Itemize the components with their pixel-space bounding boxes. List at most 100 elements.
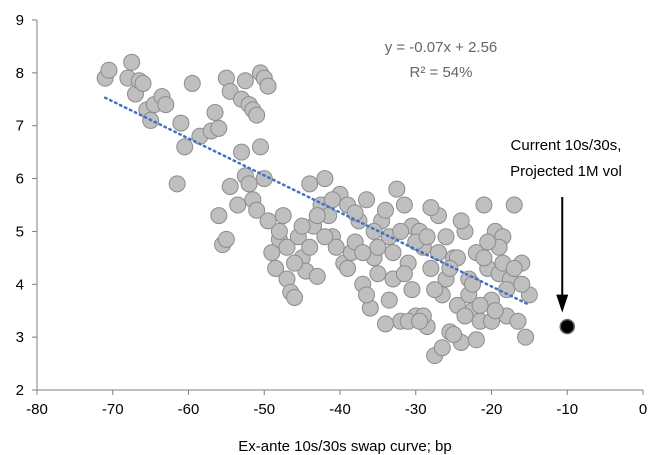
data-point (323, 191, 341, 209)
data-point (176, 138, 194, 156)
data-point (301, 238, 319, 256)
data-point (134, 74, 152, 92)
data-point (509, 312, 527, 330)
data-point (210, 207, 228, 225)
y-axis-ticks: 2 3 4 5 6 7 8 9 (16, 12, 37, 399)
data-point (172, 114, 190, 132)
x-tick-label: -40 (329, 401, 351, 418)
data-point (255, 170, 273, 188)
data-point (411, 312, 429, 330)
scatter-points (96, 53, 538, 365)
data-point (486, 302, 504, 320)
data-point (346, 204, 364, 222)
y-tick-label: 7 (16, 118, 24, 135)
annotation-arrowhead (556, 294, 569, 313)
data-point (248, 106, 266, 124)
data-point (456, 307, 474, 325)
data-point (210, 119, 228, 137)
data-point (316, 170, 334, 188)
x-tick-label: -10 (556, 401, 578, 418)
data-point (505, 259, 523, 277)
data-point (395, 265, 413, 283)
data-point (380, 291, 398, 309)
data-point (274, 207, 292, 225)
data-point (369, 265, 387, 283)
regression-r2: R² = 54% (410, 64, 473, 81)
data-point (327, 238, 345, 256)
data-point (392, 222, 410, 240)
x-axis-label: Ex-ante 10s/30s swap curve; bp (238, 438, 451, 455)
y-tick-label: 9 (16, 12, 24, 29)
data-point (339, 259, 357, 277)
y-tick-label: 8 (16, 65, 24, 82)
data-point (270, 222, 288, 240)
data-point (513, 275, 531, 293)
data-point (467, 331, 485, 349)
data-point (358, 191, 376, 209)
data-point (183, 74, 201, 92)
data-point (168, 175, 186, 193)
data-point (301, 175, 319, 193)
data-point (251, 138, 269, 156)
data-point (229, 196, 247, 214)
data-point (308, 207, 326, 225)
data-point (403, 281, 421, 299)
data-point (505, 196, 523, 214)
data-point (365, 222, 383, 240)
data-point (369, 238, 387, 256)
data-point (263, 244, 281, 262)
x-tick-label: -80 (26, 401, 48, 418)
annotation-line-1: Current 10s/30s, (511, 137, 622, 154)
data-point (217, 230, 235, 248)
data-point (471, 296, 489, 314)
data-point (267, 259, 285, 277)
data-point (422, 199, 440, 217)
trend-line (103, 96, 531, 307)
y-tick-label: 6 (16, 171, 24, 188)
x-tick-label: -20 (481, 401, 503, 418)
data-point (498, 281, 516, 299)
data-point (479, 233, 497, 251)
data-point (433, 339, 451, 357)
data-point (354, 244, 372, 262)
data-point (358, 286, 376, 304)
data-point (259, 212, 277, 230)
x-tick-label: -30 (405, 401, 427, 418)
x-tick-label: -50 (253, 401, 275, 418)
data-point (452, 212, 470, 230)
x-tick-label: -60 (178, 401, 200, 418)
data-point (259, 77, 277, 95)
data-point (376, 201, 394, 219)
data-point (157, 96, 175, 114)
current-point-marker (559, 318, 575, 335)
data-point (445, 326, 463, 343)
x-axis-ticks: -80 -70 -60 -50 -40 -30 -20 -10 0 (26, 390, 647, 418)
data-point (293, 217, 311, 235)
regression-equation: y = -0.07x + 2.56 (385, 39, 498, 56)
data-point (286, 289, 304, 306)
data-point (475, 249, 493, 267)
y-tick-label: 5 (16, 223, 24, 240)
data-point (236, 72, 254, 90)
y-tick-label: 4 (16, 276, 24, 293)
data-point (388, 180, 406, 198)
x-tick-label: -70 (102, 401, 124, 418)
data-point (286, 254, 304, 272)
data-point (123, 53, 141, 71)
data-point (475, 196, 493, 214)
data-point (316, 228, 334, 246)
data-point (308, 267, 326, 285)
data-point (240, 175, 258, 193)
data-point (422, 259, 440, 277)
data-point (376, 315, 394, 333)
data-point (517, 328, 535, 346)
data-point (100, 61, 118, 79)
data-point (418, 228, 436, 246)
data-point (233, 143, 251, 161)
data-point (248, 201, 266, 219)
y-tick-label: 2 (16, 382, 24, 399)
x-tick-label: 0 (639, 401, 647, 418)
data-point (426, 281, 444, 299)
data-point (437, 228, 455, 246)
